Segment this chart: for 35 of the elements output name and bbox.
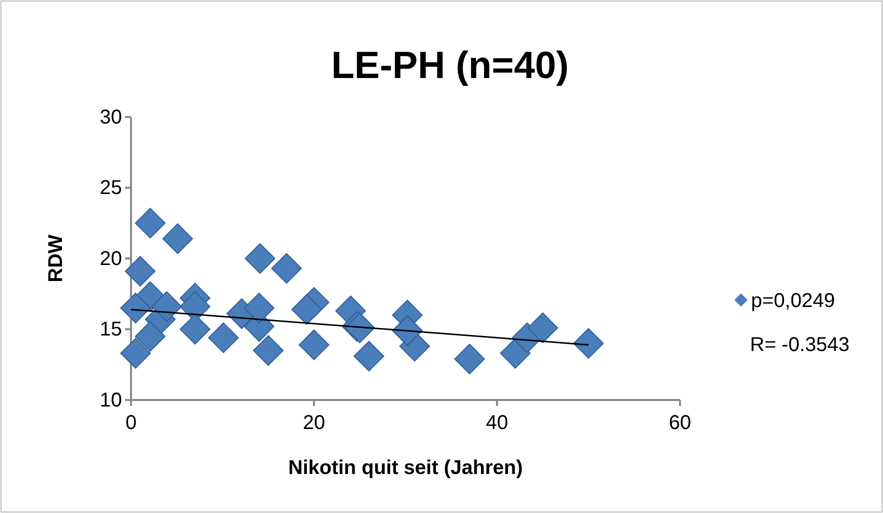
y-tick-label: 30 — [100, 106, 122, 128]
x-tick-label: 0 — [125, 412, 137, 434]
x-tick-label: 40 — [486, 412, 508, 434]
point — [124, 256, 156, 287]
point — [151, 291, 182, 322]
text: R= -0.3543 — [750, 334, 850, 356]
point — [244, 292, 274, 324]
legend-label: p=0,0249 — [751, 290, 835, 312]
point — [244, 243, 276, 274]
point — [180, 314, 210, 345]
point — [134, 208, 166, 238]
point — [162, 223, 193, 254]
point — [271, 253, 302, 284]
x-tick-label: 60 — [668, 412, 692, 434]
y-tick-label: 15 — [100, 318, 122, 341]
chart-title: LE-PH (n=40) — [331, 45, 569, 87]
point — [252, 335, 284, 366]
x-tick-label: 20 — [302, 412, 326, 434]
y-tick-label: 20 — [100, 248, 122, 270]
point — [298, 329, 330, 360]
point — [527, 312, 558, 344]
y-tick-label: 25 — [100, 177, 122, 200]
point — [500, 338, 531, 369]
point — [208, 322, 239, 354]
point — [120, 292, 151, 324]
x-axis-title: Nikotin quit seit (Jahren) — [288, 457, 523, 479]
y-tick-label: 10 — [100, 389, 122, 412]
point — [120, 338, 151, 369]
point — [354, 340, 384, 372]
point — [291, 294, 322, 325]
point — [134, 321, 166, 352]
y-axis-title: RDW — [45, 234, 67, 282]
point — [454, 344, 485, 374]
point — [392, 315, 423, 346]
point — [573, 328, 604, 359]
